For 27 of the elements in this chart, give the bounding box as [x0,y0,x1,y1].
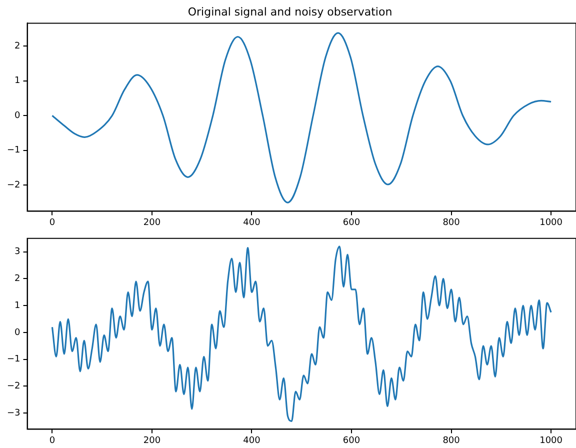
y-tick-label: 2 [14,41,20,52]
x-tick-label: 0 [49,436,56,446]
x-tick-label: 1000 [540,218,563,228]
line-series [51,32,552,204]
x-tick-label: 400 [243,436,261,446]
y-tick-label: −1 [6,146,20,156]
y-tick-label: −2 [6,382,20,392]
y-tick-label: 0 [14,328,21,338]
x-tick-label: 600 [342,218,360,228]
y-tick-label: −2 [6,180,20,190]
x-tick-label: 200 [143,436,161,446]
y-tick-label: 1 [14,76,20,86]
x-tick-label: 800 [442,218,460,228]
y-tick-label: −1 [6,354,20,365]
chart-title: Original signal and noisy observation [188,5,392,18]
x-tick-label: 800 [442,436,460,446]
y-tick-label: 2 [14,274,20,284]
x-tick-label: 400 [243,218,261,228]
x-tick-label: 1000 [540,436,563,446]
y-tick-label: −3 [6,408,20,418]
y-tick-label: 3 [14,247,20,258]
x-tick-label: 200 [143,218,161,228]
y-tick-label: 1 [14,300,20,311]
line-series [51,246,552,422]
x-tick-label: 600 [342,436,360,446]
x-tick-label: 0 [49,218,56,228]
y-tick-label: 0 [14,110,21,121]
